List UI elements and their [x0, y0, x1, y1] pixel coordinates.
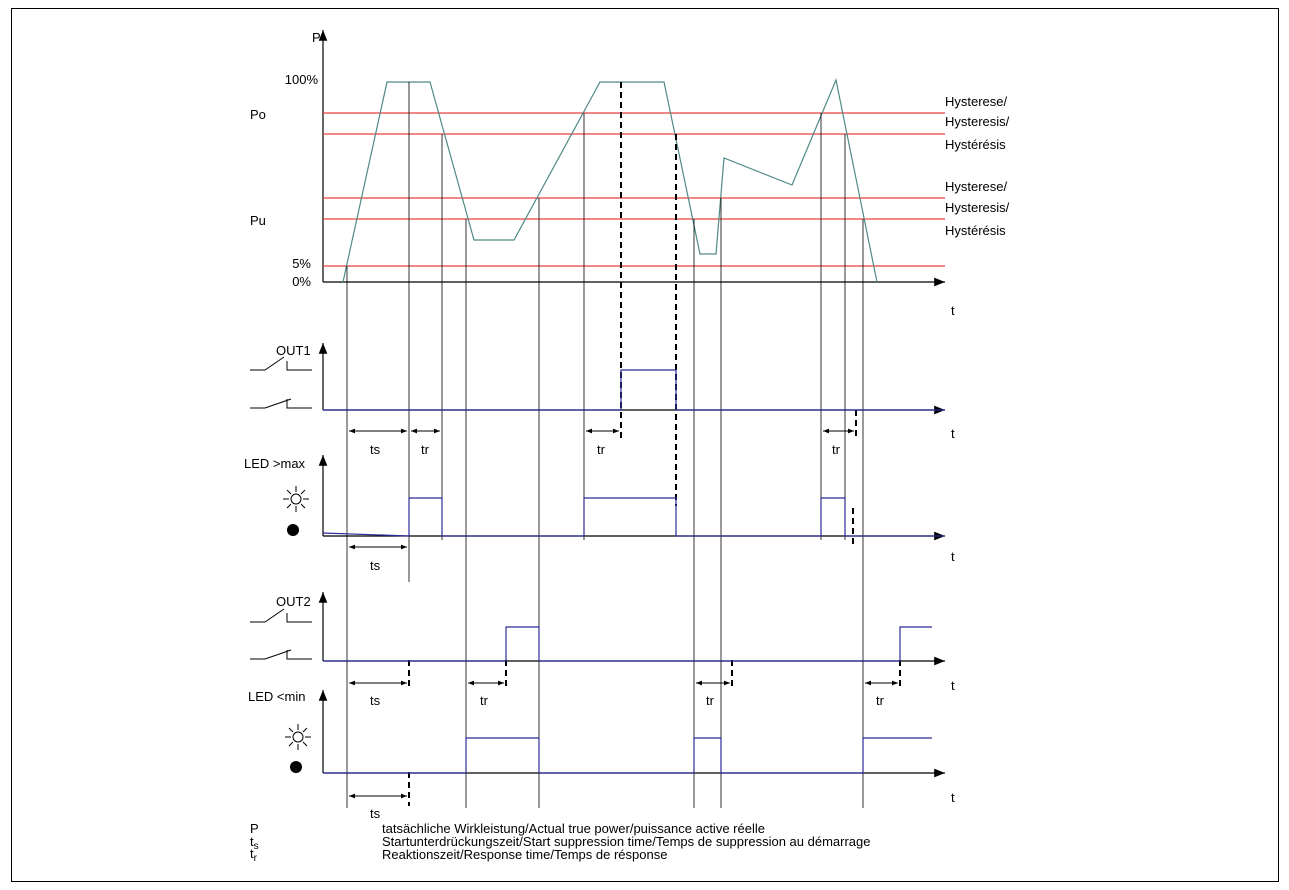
legend-symbol-tr-main: t: [250, 846, 254, 861]
led-off-icon: [287, 524, 299, 536]
time-label-power: t: [951, 303, 955, 318]
ts-label: ts: [370, 693, 381, 708]
legend-symbol-ts-main: t: [250, 834, 254, 849]
hysteresis-label-upper-2: Hysteresis/: [945, 114, 1010, 129]
tr-label: tr: [480, 693, 489, 708]
hysteresis-label-lower-1: Hysterese/: [945, 179, 1008, 194]
out2-label: OUT2: [276, 594, 311, 609]
switch-closed-icon: [250, 649, 312, 660]
led-on-icon: [283, 486, 309, 512]
hysteresis-label-lower-3: Hystérésis: [945, 223, 1006, 238]
time-label-out1: t: [951, 426, 955, 441]
hysteresis-label-lower-2: Hysteresis/: [945, 200, 1010, 215]
interval-labels: ts tr tr tr ts ts tr tr tr ts: [370, 442, 885, 821]
led-on-icon: [285, 724, 311, 750]
legend-text-p: tatsächliche Wirkleistung/Actual true po…: [382, 821, 765, 836]
led-min-signal: [323, 737, 932, 774]
led-max-label: LED >max: [244, 456, 306, 471]
diagram-frame: [11, 8, 1279, 882]
response-dashes: [408, 82, 901, 806]
legend-text-ts: Startunterdrückungszeit/Start suppressio…: [382, 834, 870, 849]
ts-label: ts: [370, 558, 381, 573]
time-label-out2: t: [951, 678, 955, 693]
out2-panel: OUT2 t: [250, 592, 955, 693]
interval-arrows: [349, 428, 898, 799]
led-max-signal: [322, 497, 945, 537]
tick-po: Po: [250, 107, 266, 122]
tick-pu: Pu: [250, 213, 266, 228]
out1-panel: OUT1 t: [250, 343, 955, 441]
tick-0-percent: 0%: [292, 274, 311, 289]
legend-text-tr: Reaktionszeit/Response time/Temps de rés…: [382, 847, 667, 862]
legend-symbol-ts: ts: [250, 834, 259, 852]
tick-100-percent: 100%: [285, 72, 319, 87]
ts-label: ts: [370, 442, 381, 457]
switch-open-icon: [250, 356, 312, 371]
tr-label: tr: [832, 442, 841, 457]
hysteresis-label-upper-1: Hysterese/: [945, 94, 1008, 109]
switch-closed-icon: [250, 398, 312, 409]
led-off-icon: [290, 761, 302, 773]
out1-label: OUT1: [276, 343, 311, 358]
led-max-panel: LED >max t: [244, 455, 955, 564]
ts-label: ts: [370, 806, 381, 821]
tr-label: tr: [706, 693, 715, 708]
time-label-led-min: t: [951, 790, 955, 805]
tr-label: tr: [421, 442, 430, 457]
power-panel: P 100% Po Pu 5% 0% t Hysterese/ Hysteres…: [250, 29, 1010, 318]
tr-label: tr: [597, 442, 606, 457]
tr-label: tr: [876, 693, 885, 708]
out2-signal: [323, 626, 932, 662]
switch-open-icon: [250, 608, 312, 623]
out1-signal: [323, 369, 945, 411]
legend-symbol-p: P: [250, 821, 259, 836]
legend-symbol-tr-sub: r: [254, 853, 258, 864]
hysteresis-label-upper-3: Hystérésis: [945, 137, 1006, 152]
led-min-panel: LED <min t: [248, 689, 955, 805]
power-axis-label: P: [312, 30, 321, 45]
legend-symbol-tr: tr: [250, 846, 258, 864]
power-curve: [342, 77, 878, 283]
time-label-led-max: t: [951, 549, 955, 564]
led-min-label: LED <min: [248, 689, 305, 704]
legend: P tatsächliche Wirkleistung/Actual true …: [250, 821, 870, 864]
threshold-lines: [323, 112, 945, 267]
legend-symbol-ts-sub: s: [254, 841, 259, 852]
tick-5-percent: 5%: [292, 256, 311, 271]
